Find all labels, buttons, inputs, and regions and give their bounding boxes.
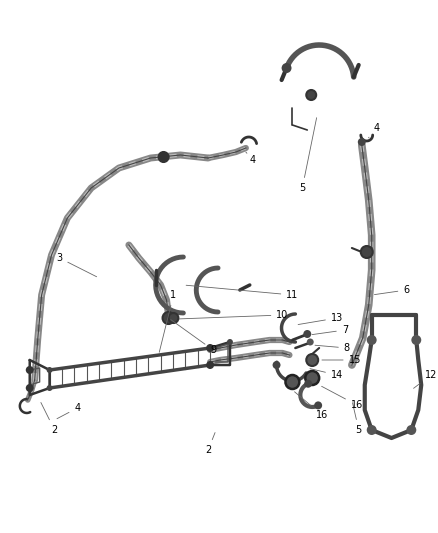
Text: 6: 6 (374, 285, 410, 295)
Circle shape (46, 385, 53, 391)
Text: 14: 14 (310, 369, 343, 380)
Text: 4: 4 (368, 123, 380, 138)
Circle shape (26, 366, 34, 374)
Circle shape (306, 90, 316, 100)
Text: 4: 4 (246, 152, 256, 165)
Text: 16: 16 (321, 386, 363, 410)
Circle shape (367, 335, 377, 345)
Text: 15: 15 (322, 355, 361, 365)
Text: 5: 5 (299, 118, 317, 193)
Text: 7: 7 (312, 325, 348, 335)
Circle shape (361, 246, 373, 258)
Circle shape (169, 313, 178, 323)
Circle shape (282, 63, 292, 73)
Text: 2: 2 (41, 402, 58, 435)
Text: 8: 8 (315, 343, 350, 353)
Circle shape (307, 338, 314, 345)
Circle shape (46, 367, 53, 373)
Circle shape (367, 425, 377, 435)
Circle shape (406, 425, 416, 435)
Circle shape (286, 375, 299, 389)
Text: 12: 12 (413, 370, 438, 389)
Circle shape (358, 138, 366, 146)
Text: 3: 3 (57, 253, 97, 277)
Circle shape (227, 339, 233, 345)
Circle shape (162, 312, 174, 324)
Circle shape (159, 152, 169, 162)
Text: 4: 4 (57, 403, 81, 419)
Circle shape (305, 371, 319, 385)
Circle shape (304, 379, 312, 387)
Text: 1: 1 (159, 290, 177, 352)
Text: 10: 10 (179, 310, 289, 320)
Circle shape (206, 344, 214, 352)
Circle shape (411, 335, 421, 345)
Text: 9: 9 (171, 320, 216, 355)
Circle shape (26, 384, 34, 392)
Text: 13: 13 (298, 313, 343, 325)
Circle shape (314, 401, 322, 409)
Circle shape (306, 354, 318, 366)
Text: 11: 11 (186, 285, 299, 300)
Text: 2: 2 (205, 433, 215, 455)
Circle shape (272, 361, 280, 369)
Text: 16: 16 (294, 392, 328, 420)
Circle shape (206, 361, 214, 369)
Text: 5: 5 (353, 403, 362, 435)
Circle shape (303, 330, 311, 338)
